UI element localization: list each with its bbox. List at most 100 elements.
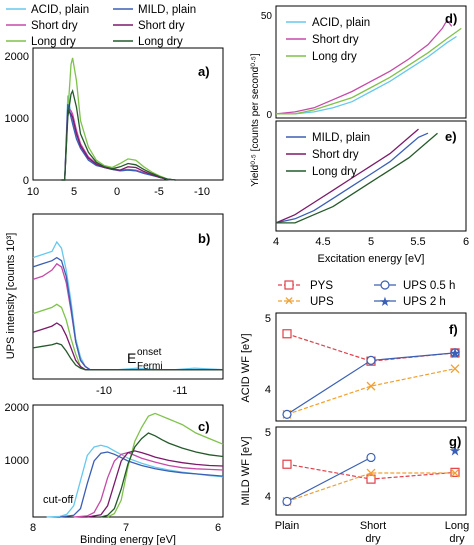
yield-ylabel: Yield⁰ᐧ⁵ [counts per second⁰ᐧ⁵] [250,53,261,187]
legend-mild-short-label: Short dry [138,20,185,32]
a-xtick-10: 10 [27,186,39,198]
panel-a: a) 0 1000 2000 10 5 0 -5 -10 [5,47,224,198]
c-ytick-1000: 1000 [5,455,29,467]
panel-c-series-6-line [100,432,224,518]
a-ytick-1000: 1000 [5,113,29,125]
panel-b: b) E onset Fermi -10 -11 UPS intensity [… [5,213,224,397]
e-xtick-4.5: 4.5 [315,236,330,248]
e-xtick-4: 4 [273,236,279,248]
panel-g-ups-line [286,472,455,503]
a-xtick-neg10: -10 [194,186,210,198]
panel-e-series-2-line [275,128,419,224]
panel-f-ups05-marker-3 [450,348,460,358]
panel-f-frame [275,312,467,422]
panel-a-tag: a) [198,64,210,79]
panel-e-frame [275,120,467,232]
a-ytick-2000: 2000 [5,51,29,63]
acid-wf-ylabel: ACID WF [eV] [240,333,252,402]
panel-f-plot: ★ [282,329,461,419]
f-ytick-4: 4 [265,384,271,396]
c-xtick-8: 8 [30,522,36,534]
g-xtick-plain: Plain [275,520,299,532]
panel-g-ups2-marker-1: ★ [449,443,462,459]
binding-xlabel: Binding energy [eV] [80,534,176,545]
legend-e-short-label: Short dry [312,149,359,161]
panel-b-series-6-line [32,342,223,371]
panel-f-ups-marker-3 [450,364,460,374]
legend-ups2-marker: ★ [379,294,391,309]
panel-g-ups05-marker-2 [366,452,376,463]
panel-a-series-5-line [61,109,176,181]
c-xtick-6: 6 [215,522,221,534]
panel-e-series-1-line [275,132,429,224]
efermi-sub: Fermi [137,361,163,372]
panel-c-series-2-line [73,451,224,518]
e-xtick-5.5: 5.5 [410,236,425,248]
panel-g-tag: g) [449,434,461,449]
panel-b-tag: b) [198,231,210,246]
g-xtick-short-dry: dry [365,533,381,545]
legend-pys-marker [284,280,294,290]
panel-d-series-2-line [275,19,453,115]
panel-d-tag: d) [445,11,457,26]
a-xtick-0: 0 [114,186,120,198]
panel-a-series-3-line [61,57,176,181]
legend-wf: PYS ✕ UPS UPS 0.5 h ★ UPS 2 h [278,280,455,309]
panel-d-frame [275,5,467,119]
legend-e-long-label: Long dry [312,166,357,178]
panel-f-ups-line [286,368,456,415]
legend-ups05-label: UPS 0.5 h [403,280,455,292]
legend-d-long-label: Long dry [312,51,357,63]
panel-g-plot: ★ [282,443,462,507]
panel-f-ups-marker-2 [366,381,376,391]
f-ytick-5: 5 [265,313,271,325]
panel-c: c) cut-off 2000 1000 8 7 6 Binding energ… [5,402,224,545]
d-ytick-0: 0 [266,110,272,121]
efermi-label: E [127,350,136,366]
panel-a-frame [32,47,224,181]
mild-wf-ylabel: MILD WF [eV] [240,436,252,505]
d-ytick-50: 50 [261,11,273,22]
panel-f-ups05-marker-1 [282,409,292,419]
panel-d-plot [275,19,462,115]
efermi-sup: onset [137,347,162,358]
legend-ups05-marker [380,280,390,290]
g-xtick-long-dry: dry [449,533,465,545]
panel-g-ups05-line [286,456,372,503]
legend-acid-short-label: Short dry [31,20,78,32]
panel-g-ups05-marker-1 [282,496,292,507]
panel-e: e) MILD, plain Short dry Long dry 4 4.5 … [273,120,469,265]
panel-f-tag: f) [449,322,458,337]
c-xtick-7: 7 [123,522,129,534]
panel-e-plot [275,128,438,224]
panel-a-plot [61,57,176,181]
g-xtick-short: Short [360,520,386,532]
legend-pys-label: PYS [310,280,333,292]
legend-d-short-label: Short dry [312,34,359,46]
panel-d-series-1-line [276,35,457,115]
panel-e-series-3-line [276,132,438,224]
a-ytick-0: 0 [23,175,29,187]
legend-d-acid-plain-label: ACID, plain [312,17,370,29]
e-xtick-6: 6 [463,236,469,248]
panel-c-plot [46,412,224,518]
legend-ups-marker: ✕ [284,294,294,308]
a-xtick-neg5: -5 [154,186,164,198]
panel-g: ★ g) 5 4 MILD WF [eV] Plain Short dry Lo… [240,426,469,545]
panel-g-pys-marker-2 [366,474,376,484]
cutoff-label: cut-off [43,494,74,506]
ups-ylabel: UPS intensity [counts 10³] [5,233,17,360]
e-xtick-5: 5 [368,236,374,248]
panel-g-ups-marker-2 [366,468,376,478]
legend-mild-plain-label: MILD, plain [138,4,196,16]
b-xtick-neg10: -10 [96,385,112,397]
c-ytick-2000: 2000 [5,402,29,414]
panel-b-plot [32,240,224,371]
legend-ups-label: UPS [310,296,334,308]
legend-acid-long-label: Long dry [31,36,76,48]
exc-xlabel: Excitation energy [eV] [317,253,424,265]
legend-acid-plain-label: ACID, plain [31,4,89,16]
panel-e-tag: e) [445,129,457,144]
panel-c-series-5-line [87,450,224,518]
